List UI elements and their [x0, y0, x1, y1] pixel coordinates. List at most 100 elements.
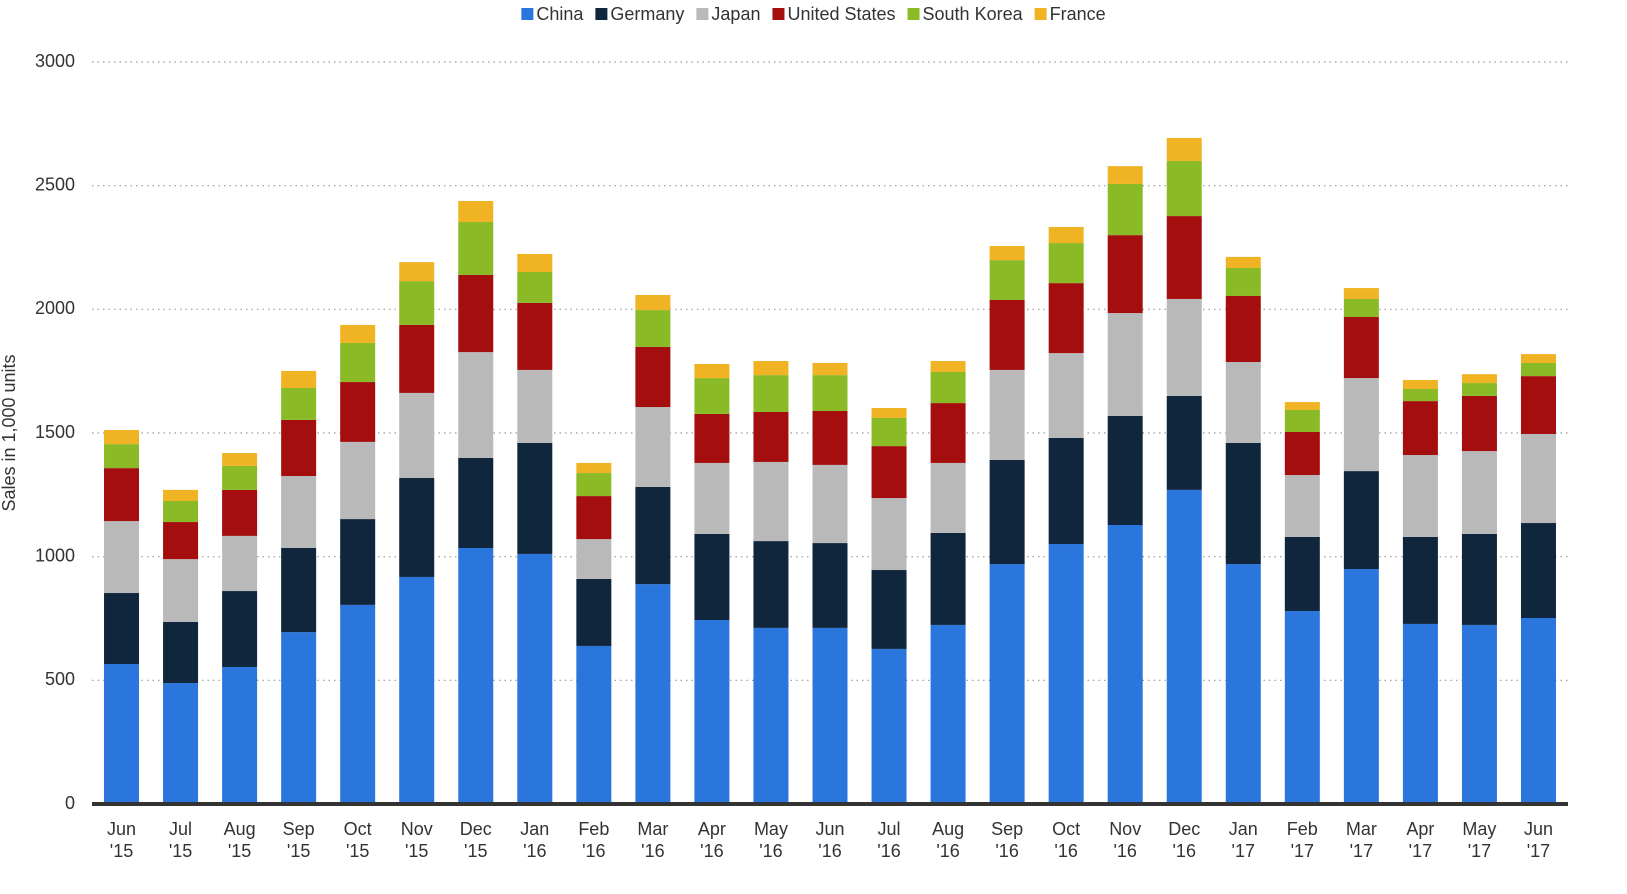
- y-tick-label: 2500: [35, 174, 75, 194]
- bar-segment: [576, 473, 612, 497]
- bar-segment: [1166, 298, 1202, 396]
- bar-segment: [104, 521, 140, 594]
- bar-segment: [930, 371, 966, 404]
- x-tick-label: Mar '17: [1346, 819, 1377, 861]
- bar-segment: [163, 501, 199, 523]
- bar-segment: [635, 584, 671, 804]
- bar-segment: [517, 271, 553, 303]
- bar-segment: [694, 378, 730, 414]
- bar-segment: [1520, 354, 1556, 364]
- x-tick-label: Feb '16: [578, 819, 609, 861]
- bar-segment: [1402, 455, 1438, 537]
- bar-segment: [281, 370, 317, 388]
- bar-segment: [517, 253, 553, 272]
- legend-label: China: [536, 4, 584, 24]
- bar-segment: [753, 541, 789, 628]
- x-tick-label: Sep '15: [283, 819, 315, 861]
- legend-swatch: [521, 8, 534, 20]
- bar-segment: [517, 442, 553, 554]
- bar-segment: [694, 462, 730, 534]
- bar-segment: [1402, 536, 1438, 624]
- bar-segment: [1166, 489, 1202, 804]
- x-tick-label: Dec '16: [1168, 819, 1200, 861]
- x-tick-label: Jun '16: [815, 819, 844, 861]
- y-tick-label: 500: [45, 669, 75, 689]
- x-tick-label: Apr '16: [698, 819, 726, 861]
- bar-segment: [458, 457, 494, 549]
- bar-segment: [222, 591, 258, 667]
- bar-segment: [635, 486, 671, 585]
- bar-segment: [989, 246, 1025, 261]
- bar-segment: [576, 645, 612, 804]
- bar-segment: [1048, 353, 1084, 438]
- bar-segment: [1048, 544, 1084, 804]
- bar-segment: [517, 302, 553, 370]
- legend-swatch: [772, 8, 785, 20]
- bar-segment: [812, 410, 848, 465]
- bar-segment: [1343, 471, 1379, 570]
- bar-segment: [104, 444, 140, 469]
- x-tick-label: Jan '16: [520, 819, 549, 861]
- bar-segment: [930, 462, 966, 533]
- bar-segment: [576, 462, 612, 474]
- bar-segment: [753, 461, 789, 542]
- x-tick-label: Aug '16: [932, 819, 964, 861]
- legend-swatch: [1034, 8, 1047, 20]
- bar-segment: [1225, 362, 1261, 443]
- bar-segment: [163, 522, 199, 560]
- bar-segment: [694, 533, 730, 620]
- x-tick-label: Aug '15: [224, 819, 256, 861]
- bar-segment: [281, 632, 317, 804]
- bar-segment: [1225, 442, 1261, 565]
- bar-segment: [1107, 235, 1143, 314]
- x-tick-label: Jul '16: [877, 819, 900, 861]
- bar-segment: [1225, 564, 1261, 804]
- bar-segment: [458, 222, 494, 275]
- bar-segment: [871, 498, 907, 571]
- bar-segment: [163, 621, 199, 684]
- bar-segment: [458, 201, 494, 223]
- bar-segment: [340, 604, 376, 804]
- bar-segment: [104, 468, 140, 522]
- bar-segment: [1461, 533, 1497, 625]
- bar-segment: [222, 465, 258, 490]
- x-tick-label: Jun '17: [1524, 819, 1553, 861]
- bar-segment: [399, 576, 435, 804]
- bar-segment: [1343, 317, 1379, 379]
- bar-segment: [871, 648, 907, 804]
- bar-segment: [1343, 378, 1379, 472]
- legend-label: Japan: [711, 4, 760, 24]
- bar-segment: [871, 417, 907, 447]
- bar-segment: [104, 664, 140, 804]
- bar-segment: [1520, 433, 1556, 524]
- bar-segment: [281, 548, 317, 633]
- bar-segment: [871, 570, 907, 649]
- x-tick-label: May '17: [1462, 819, 1496, 861]
- bar-segment: [635, 407, 671, 487]
- bar-segment: [635, 294, 671, 311]
- bar-segment: [812, 464, 848, 544]
- bar-segment: [517, 369, 553, 443]
- bar-segment: [1284, 409, 1320, 433]
- bar-segment: [1048, 226, 1084, 244]
- bar-segment: [1225, 256, 1261, 269]
- y-tick-label: 1000: [35, 545, 75, 565]
- bar-segment: [340, 382, 376, 442]
- bar-segment: [694, 619, 730, 804]
- x-tick-label: Oct '16: [1052, 819, 1080, 861]
- bar-segment: [281, 476, 317, 549]
- bar-segment: [399, 281, 435, 325]
- y-tick-label: 1500: [35, 422, 75, 442]
- bar-segment: [1225, 295, 1261, 363]
- bar-segment: [1402, 388, 1438, 402]
- bar-segment: [1166, 160, 1202, 217]
- x-tick-label: Nov '16: [1109, 819, 1141, 861]
- bar-segment: [281, 387, 317, 420]
- bar-segment: [458, 274, 494, 353]
- y-tick-label: 3000: [35, 51, 75, 71]
- bar-segment: [1107, 166, 1143, 184]
- bar-segment: [1461, 374, 1497, 384]
- bar-segment: [222, 489, 258, 536]
- bar-segment: [1461, 395, 1497, 452]
